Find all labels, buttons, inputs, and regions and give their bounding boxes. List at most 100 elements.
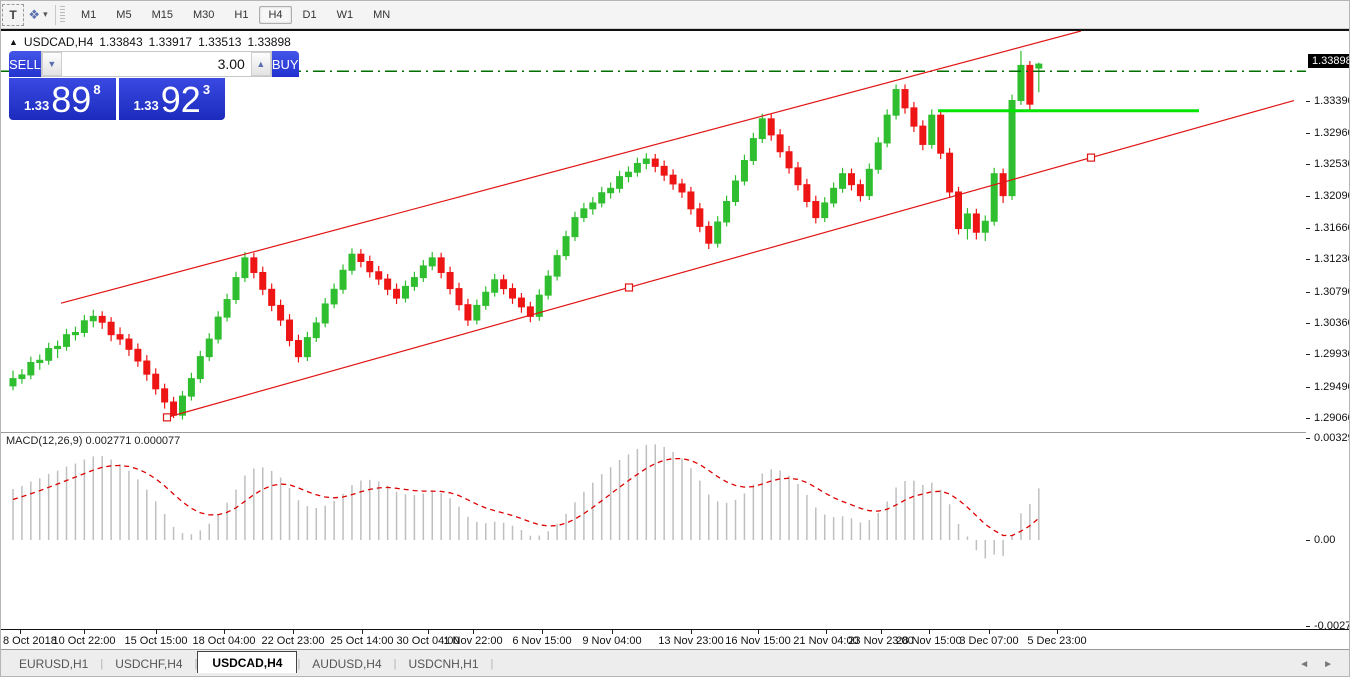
- time-axis-tick: [758, 630, 759, 634]
- price-axis-label: 1.29930: [1314, 348, 1350, 361]
- time-axis-label: 21 Nov 04:00: [793, 635, 859, 647]
- time-axis-label: 3 Dec 07:00: [959, 635, 1019, 647]
- price-axis-tick: [1306, 540, 1310, 541]
- tab-scroll-controls: ◄ ►: [1299, 659, 1349, 674]
- price-axis-label: 1.32960: [1314, 126, 1350, 139]
- timeframe-button-m15[interactable]: M15: [151, 8, 173, 21]
- timeframe-button-h1[interactable]: H1: [234, 8, 249, 21]
- time-axis-label: 9 Nov 04:00: [582, 635, 642, 647]
- tab-separator: |: [100, 658, 104, 670]
- time-axis-tick: [929, 630, 930, 634]
- chart-tab-usdcnh-h1[interactable]: USDCNH,H1: [408, 657, 479, 671]
- time-axis-label: 28 Nov 15:00: [896, 635, 962, 647]
- macd-indicator-label: MACD(12,26,9) 0.002771 0.000077: [6, 435, 181, 447]
- macd-axis-label: 0.00: [1314, 534, 1336, 546]
- price-axis-tick: [1306, 101, 1310, 103]
- time-axis-label: 15 Oct 15:00: [124, 635, 188, 647]
- price-axis-tick: [1306, 438, 1310, 440]
- chart-tab-usdchf-h4[interactable]: USDCHF,H4: [115, 657, 183, 671]
- current-bid-price-tag: 1.33898: [1308, 54, 1349, 69]
- chart-bottom-border: [1, 629, 1349, 630]
- macd-indicator-canvas[interactable]: [1, 433, 1306, 629]
- time-axis-tick: [20, 630, 21, 634]
- volume-increase-button[interactable]: ▲: [250, 52, 271, 76]
- chart-tab-usdcad-h4[interactable]: USDCAD,H4: [197, 651, 298, 674]
- price-axis: 1.33390 1.32960 1.32530 1.32090 1.31660 1.312…: [1306, 31, 1350, 633]
- price-axis-label: 1.32530: [1314, 158, 1350, 171]
- timeframe-button-w1[interactable]: W1: [336, 8, 354, 21]
- buy-price-prefix: 1.33: [133, 98, 159, 113]
- price-axis-tick: [1306, 227, 1310, 229]
- toolbar-drag-handle[interactable]: [60, 5, 65, 24]
- price-axis-tick: [1306, 259, 1310, 261]
- pane-divider[interactable]: [1, 432, 1349, 433]
- time-axis-label: 13 Nov 23:00: [658, 635, 724, 647]
- tab-scroll-right-icon[interactable]: ►: [1323, 659, 1333, 670]
- time-axis-tick: [1057, 630, 1058, 634]
- diamonds-icon: ❖: [28, 6, 41, 22]
- timeframe-button-d1[interactable]: D1: [302, 8, 317, 21]
- timeframe-button-m30[interactable]: M30: [192, 8, 215, 21]
- buy-price-display[interactable]: 1.33 92 3: [118, 78, 225, 120]
- one-click-trading-panel: SELL ▼ ▲ BUY 1.33 89 8 1.33 92 3: [9, 51, 299, 120]
- price-axis-label: 1.33390: [1314, 95, 1350, 108]
- price-axis-label: 1.29490: [1314, 380, 1350, 393]
- sell-price-prefix: 1.33: [23, 98, 50, 113]
- symbol-period-label: USDCAD,H4: [23, 35, 94, 49]
- price-axis-tick: [1306, 132, 1310, 134]
- time-axis-label: 22 Oct 23:00: [261, 635, 325, 647]
- macd-axis-label: 0.003292: [1314, 432, 1349, 445]
- toolbar: T ❖ ▾ M1 M5 M15 M30 H1 H4 D1 W1 MN: [1, 1, 1349, 29]
- sell-price-pipette: 8: [93, 82, 101, 97]
- time-axis-label: 8 Oct 2018: [3, 635, 57, 647]
- timeframe-button-h4[interactable]: H4: [259, 5, 292, 24]
- text-tool-label: T: [9, 7, 17, 22]
- tab-separator: |: [194, 658, 198, 670]
- price-axis-tick: [1306, 291, 1310, 293]
- time-axis-tick: [542, 630, 543, 634]
- tab-scroll-left-icon[interactable]: ◄: [1299, 659, 1310, 670]
- time-axis-label: 1 Nov 22:00: [443, 635, 503, 647]
- window-bottom-edge: [1, 673, 1349, 676]
- chart-tabs-bar: EURUSD,H1 | USDCHF,H4 | USDCAD,H4 | AUDUSD,H4 |…: [1, 649, 1349, 674]
- time-axis-tick: [156, 630, 157, 634]
- timeframe-button-m1[interactable]: M1: [81, 8, 97, 21]
- volume-decrease-button[interactable]: ▼: [41, 52, 62, 76]
- text-tool-button[interactable]: T: [2, 3, 24, 26]
- time-axis-tick: [989, 630, 990, 634]
- chart-ohlc-header: ▲ USDCAD,H4 1.33843 1.33917 1.33513 1.33…: [9, 35, 291, 49]
- time-axis-label: 30 Oct 04:00: [396, 635, 460, 647]
- price-axis-label: 1.29060: [1314, 412, 1350, 425]
- time-axis-tick: [293, 630, 294, 634]
- sell-price-display[interactable]: 1.33 89 8: [9, 78, 116, 120]
- time-axis-tick: [224, 630, 225, 634]
- volume-input[interactable]: [61, 52, 251, 76]
- chart-tab-eurusd-h1[interactable]: EURUSD,H1: [19, 657, 89, 671]
- timeframe-button-m5[interactable]: M5: [116, 8, 132, 21]
- time-axis-label: 16 Nov 15:00: [725, 635, 791, 647]
- price-axis-label: 1.32090: [1314, 190, 1350, 203]
- time-axis-tick: [84, 630, 85, 634]
- ohlc-high: 1.33917: [148, 35, 193, 49]
- time-axis-label: 5 Dec 23:00: [1027, 635, 1087, 647]
- price-axis-tick: [1306, 164, 1310, 166]
- chart-tab-audusd-h4[interactable]: AUDUSD,H4: [312, 657, 382, 671]
- sell-button[interactable]: SELL: [9, 51, 41, 77]
- chevron-down-icon: ▾: [43, 9, 48, 19]
- time-axis-tick: [362, 630, 363, 634]
- drawing-tools-button[interactable]: ❖ ▾: [27, 4, 49, 26]
- toolbar-separator: [55, 4, 56, 25]
- price-chart-canvas[interactable]: [1, 31, 1306, 432]
- time-axis-tick: [691, 630, 692, 634]
- timeframe-button-mn[interactable]: MN: [373, 8, 391, 21]
- buy-button[interactable]: BUY: [271, 51, 299, 77]
- time-axis: 8 Oct 2018 10 Oct 22:00 15 Oct 15:00 18 Oct…: [1, 630, 1349, 651]
- price-axis-label: 1.30360: [1314, 316, 1350, 329]
- price-axis-tick: [1306, 322, 1310, 324]
- macd-axis-label: -0.002787: [1314, 620, 1349, 633]
- ohlc-low: 1.33513: [198, 35, 242, 49]
- collapse-panel-icon[interactable]: ▲: [9, 37, 18, 47]
- time-axis-tick: [881, 630, 882, 634]
- buy-price-pipette: 3: [202, 82, 211, 97]
- time-axis-tick: [473, 630, 474, 634]
